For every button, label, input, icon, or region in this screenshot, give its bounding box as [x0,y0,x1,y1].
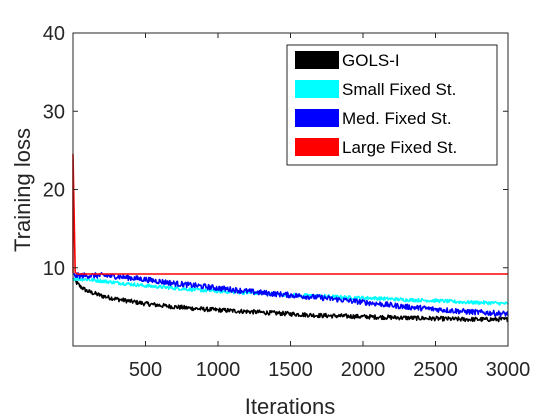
legend-swatch [295,80,339,98]
x-axis-title: Iterations [245,394,336,419]
legend: GOLS-I Small Fixed St. Med. Fixed St. Large… [286,44,498,166]
series-line-1 [72,277,509,323]
y-tick-label: 30 [43,101,65,123]
x-tick-label: 2500 [413,359,458,381]
x-tick-label: 1500 [268,359,313,381]
x-tick-label: 2000 [341,359,386,381]
x-tick-label: 3000 [486,359,531,381]
legend-label: GOLS-I [342,51,400,70]
legend-swatch [295,109,339,127]
legend-label: Med. Fixed St. [342,109,452,128]
legend-label: Large Fixed St. [342,138,457,157]
legend-label: Small Fixed St. [342,80,456,99]
y-tick-label: 40 [43,23,65,45]
legend-swatch [295,138,339,156]
axes-layer: 500 1000 1500 2000 2500 3000 10 20 30 40 [43,23,531,381]
x-tick-label: 1000 [196,359,241,381]
y-tick-label: 20 [43,180,65,202]
series-line-3 [72,272,509,318]
y-axis-title: Training loss [10,128,35,252]
legend-swatch [295,51,339,69]
x-tick-label: 500 [129,359,162,381]
y-tick-label: 10 [43,258,65,280]
